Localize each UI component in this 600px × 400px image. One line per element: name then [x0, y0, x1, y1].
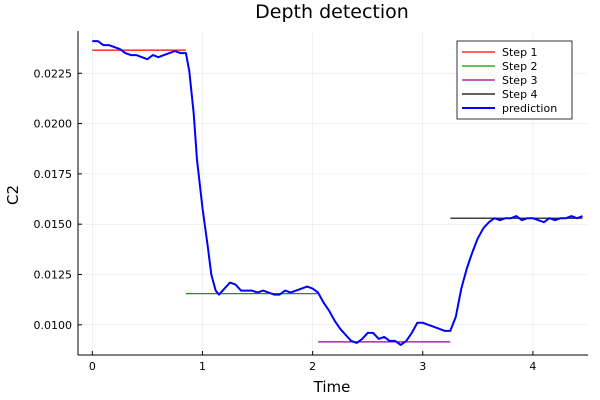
- axes: [77, 31, 588, 356]
- legend-label-step-3: Step 3: [502, 74, 538, 87]
- x-tick-label: 0: [89, 360, 96, 373]
- legend-label-step-4: Step 4: [502, 88, 538, 101]
- series-layer: [92, 40, 583, 346]
- legend-box: [456, 40, 573, 120]
- ticks: 0 1 2 3 4 0.0100 0.0125 0.0150 0.0175 0.0200 0.022…: [34, 67, 537, 373]
- x-tick-label: 3: [419, 360, 426, 373]
- y-tick-label: 0.0175: [34, 168, 73, 181]
- legend-label-step-1: Step 1: [502, 46, 538, 59]
- y-tick-label: 0.0125: [34, 269, 73, 282]
- chart-title: Depth detection: [255, 1, 409, 23]
- x-tick-label: 1: [199, 360, 206, 373]
- y-axis-label: C2: [4, 185, 22, 205]
- x-tick-label: 2: [309, 360, 316, 373]
- y-tick-label: 0.0150: [34, 218, 73, 231]
- x-axis-label: Time: [313, 378, 351, 396]
- y-tick-label: 0.0225: [34, 67, 73, 80]
- legend-label-step-2: Step 2: [502, 60, 538, 73]
- legend-label-prediction: prediction: [502, 102, 557, 115]
- x-tick-label: 4: [529, 360, 536, 373]
- y-tick-label: 0.0100: [34, 319, 73, 332]
- series-line-prediction: [92, 40, 583, 346]
- y-tick-label: 0.0200: [34, 118, 73, 131]
